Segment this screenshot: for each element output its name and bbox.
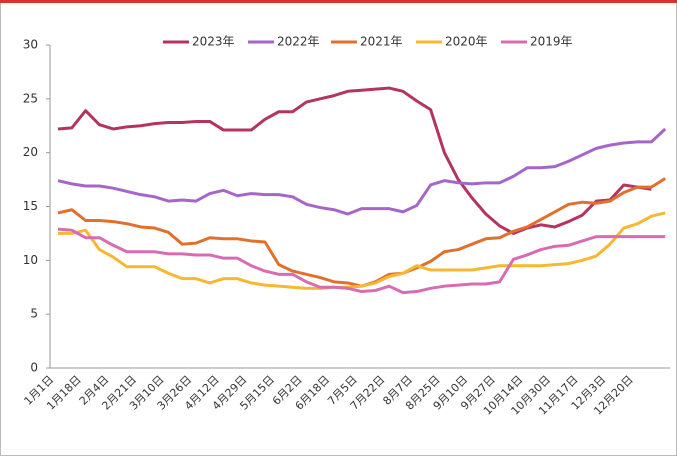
- legend-label: 2022年: [277, 35, 320, 49]
- legend-label: 2019年: [530, 35, 573, 49]
- y-tick-label: 5: [30, 307, 38, 321]
- line: [58, 211, 666, 290]
- top-bar: [0, 0, 677, 3]
- y-tick-label: 25: [23, 91, 38, 105]
- y-tick-label: 10: [23, 253, 38, 267]
- y-tick-label: 20: [23, 145, 38, 159]
- legend-label: 2023年: [192, 35, 235, 49]
- y-tick-label: 0: [30, 361, 38, 375]
- line: [57, 227, 666, 295]
- legend-label: 2020年: [445, 35, 488, 49]
- line: [57, 86, 652, 235]
- legend-label: 2021年: [360, 35, 403, 49]
- y-tick-label: 30: [23, 38, 38, 52]
- y-tick-label: 15: [23, 199, 38, 213]
- line: [57, 127, 667, 216]
